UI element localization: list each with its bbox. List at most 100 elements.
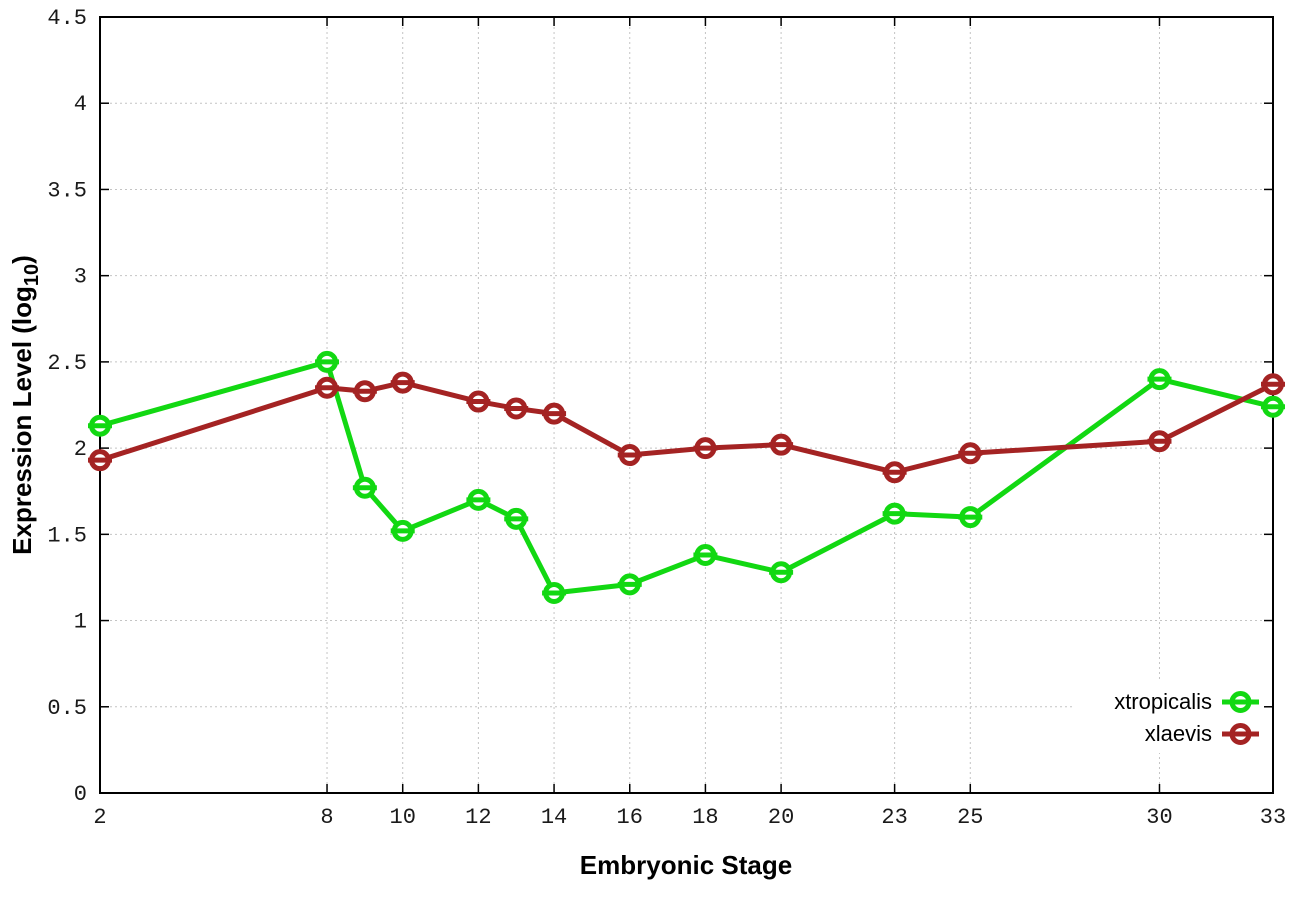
y-tick-label: 3 — [74, 265, 87, 290]
x-tick-label: 8 — [320, 805, 333, 830]
marker-ring — [543, 581, 566, 604]
data-point-marker — [693, 544, 718, 567]
data-point-marker — [1147, 430, 1172, 453]
y-tick-label: 2 — [74, 437, 87, 462]
marker-ring — [505, 397, 528, 420]
data-point-marker — [504, 397, 529, 420]
data-point-marker — [542, 581, 567, 604]
marker-ring — [353, 380, 376, 403]
data-point-marker — [1261, 373, 1285, 396]
marker-ring — [316, 376, 339, 399]
y-tick-label: 1.5 — [47, 523, 87, 548]
data-point-marker — [315, 350, 340, 373]
y-tick-label: 4.5 — [47, 6, 87, 31]
y-axis-title: Expression Level (log10) — [7, 255, 43, 555]
marker-ring — [883, 502, 906, 525]
x-axis-title: Embryonic Stage — [580, 850, 792, 880]
data-point-marker — [882, 502, 907, 525]
marker-ring — [316, 350, 339, 373]
legend: xtropicalis xlaevis — [1072, 681, 1262, 753]
y-axis-title-main: Expression Level (log — [7, 286, 37, 555]
marker-ring — [467, 390, 490, 413]
marker-ring — [1262, 373, 1284, 396]
marker-ring — [618, 573, 641, 596]
marker-ring — [694, 437, 717, 460]
legend-backing — [1072, 681, 1262, 753]
y-tick-label: 0 — [74, 782, 87, 807]
data-point-marker — [617, 573, 642, 596]
y-axis-title-subscript: 10 — [21, 264, 43, 286]
legend-label-xtropicalis: xtropicalis — [1114, 689, 1212, 714]
marker-ring — [89, 449, 111, 472]
tick-labels: 2 8 10 12 14 16 18 20 23 25 30 33 0 0.5 1 1.5 2 2.5 3 3.5 4 4… — [47, 6, 1286, 830]
data-point-marker — [88, 449, 112, 472]
gridlines — [100, 17, 1273, 793]
x-tick-label: 25 — [957, 805, 983, 830]
x-tick-label: 14 — [541, 805, 567, 830]
legend-label-xlaevis: xlaevis — [1145, 721, 1212, 746]
marker-ring — [89, 414, 111, 437]
marker-ring — [467, 488, 490, 511]
marker-ring — [543, 402, 566, 425]
marker-ring — [1229, 723, 1252, 745]
series-xtropicalis — [88, 350, 1285, 604]
data-point-marker — [390, 519, 415, 542]
marker-ring — [770, 433, 793, 456]
data-point-marker — [769, 561, 794, 584]
data-point-marker — [352, 476, 377, 499]
data-point-marker — [390, 371, 415, 394]
y-tick-label: 4 — [74, 92, 87, 117]
series-xlaevis — [88, 371, 1285, 484]
data-series — [88, 350, 1285, 604]
marker-ring — [618, 444, 641, 467]
marker-ring — [391, 371, 414, 394]
x-tick-label: 16 — [617, 805, 643, 830]
y-tick-label: 0.5 — [47, 696, 87, 721]
data-point-marker — [1261, 395, 1285, 418]
axis-ticks — [99, 16, 1274, 794]
y-axis-title-suffix: ) — [7, 255, 37, 264]
x-tick-label: 10 — [390, 805, 416, 830]
x-tick-label: 33 — [1260, 805, 1286, 830]
data-point-marker — [958, 506, 983, 529]
marker-ring — [770, 561, 793, 584]
legend-row-xlaevis: xlaevis — [1145, 721, 1259, 746]
y-tick-label: 3.5 — [47, 178, 87, 203]
data-point-marker — [542, 402, 567, 425]
marker-ring — [694, 544, 717, 567]
data-point-marker — [88, 414, 112, 437]
marker-ring — [1148, 368, 1171, 391]
x-tick-label: 23 — [881, 805, 907, 830]
marker-ring — [1148, 430, 1171, 453]
data-point-marker — [769, 433, 794, 456]
marker-ring — [959, 506, 982, 529]
x-tick-label: 2 — [93, 805, 106, 830]
data-point-marker — [693, 437, 718, 460]
marker-ring — [505, 507, 528, 530]
data-point-marker — [352, 380, 377, 403]
x-tick-label: 12 — [465, 805, 491, 830]
data-point-marker — [1228, 691, 1253, 713]
y-tick-label: 2.5 — [47, 351, 87, 376]
marker-ring — [883, 461, 906, 484]
data-point-marker — [617, 444, 642, 467]
marker-ring — [391, 519, 414, 542]
marker-ring — [1229, 691, 1252, 713]
series-line-xtropicalis — [99, 359, 1274, 596]
marker-ring — [959, 442, 982, 465]
legend-row-xtropicalis: xtropicalis — [1114, 689, 1259, 714]
data-point-marker — [315, 376, 340, 399]
x-tick-label: 20 — [768, 805, 794, 830]
x-tick-label: 30 — [1146, 805, 1172, 830]
data-point-marker — [882, 461, 907, 484]
data-point-marker — [1147, 368, 1172, 391]
data-point-marker — [504, 507, 529, 530]
data-point-marker — [466, 488, 491, 511]
marker-ring — [1262, 395, 1284, 418]
data-point-marker — [1228, 723, 1253, 745]
marker-ring — [353, 476, 376, 499]
data-point-marker — [466, 390, 491, 413]
x-tick-label: 18 — [692, 805, 718, 830]
